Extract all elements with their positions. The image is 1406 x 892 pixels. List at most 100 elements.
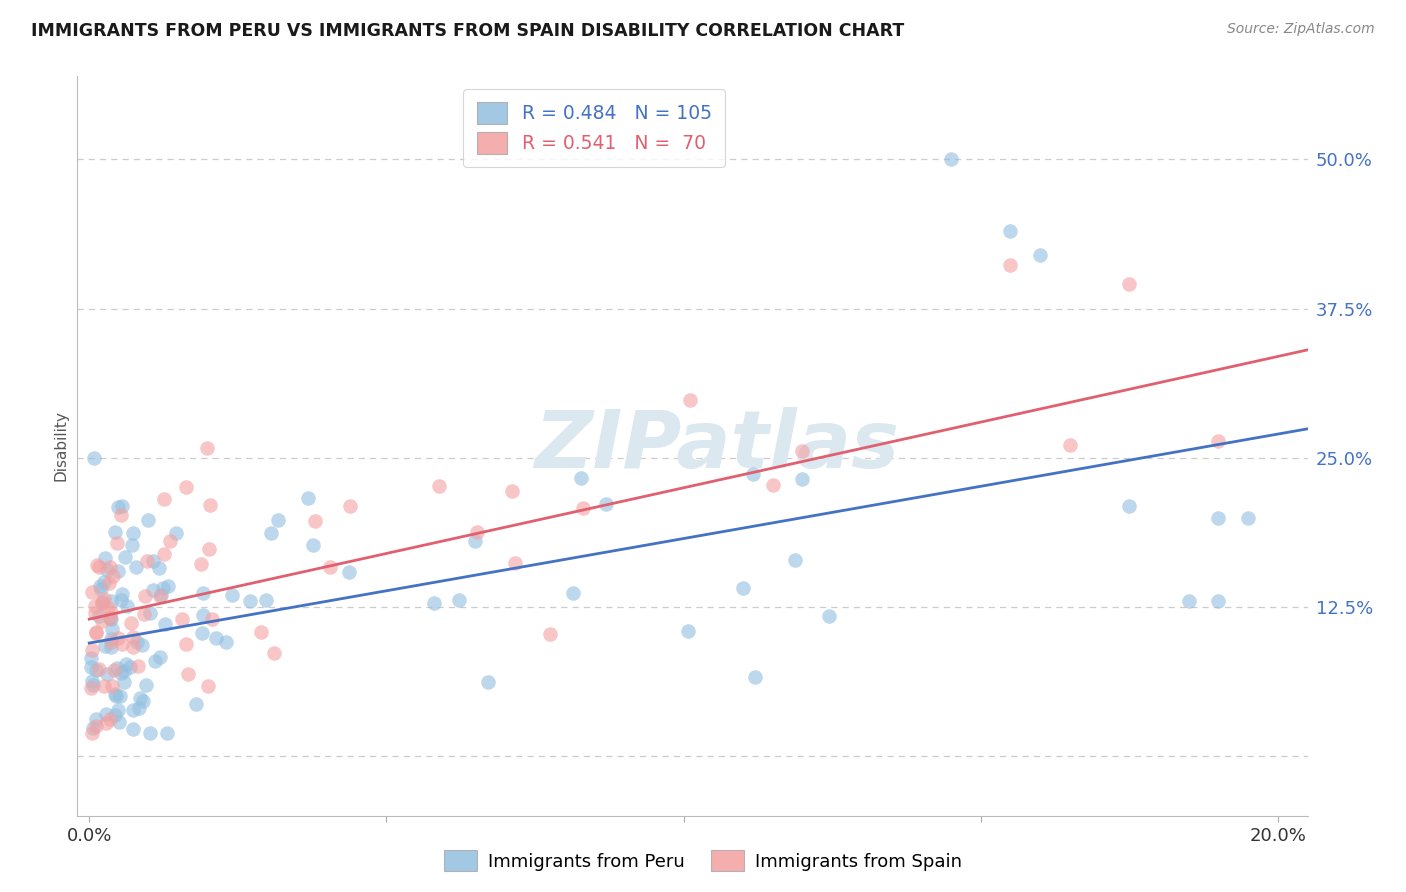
Point xyxy=(93,680,115,694)
Point xyxy=(464,533,486,548)
Point xyxy=(134,607,156,621)
Point xyxy=(1237,510,1260,524)
Point xyxy=(744,670,766,684)
Point xyxy=(304,514,326,528)
Point xyxy=(136,513,159,527)
Point xyxy=(101,679,124,693)
Point xyxy=(595,498,617,512)
Point xyxy=(501,484,523,499)
Point xyxy=(110,666,132,681)
Point xyxy=(90,596,112,610)
Text: ZIPatlas: ZIPatlas xyxy=(534,407,900,485)
Point xyxy=(302,538,325,552)
Point xyxy=(101,622,124,636)
Point xyxy=(142,582,165,597)
Point xyxy=(121,702,143,716)
Point xyxy=(1208,594,1230,608)
Y-axis label: Disability: Disability xyxy=(53,410,69,482)
Point xyxy=(138,725,160,739)
Point xyxy=(107,702,129,716)
Point xyxy=(143,654,166,668)
Point xyxy=(104,687,127,701)
Point xyxy=(1177,594,1199,608)
Point xyxy=(1118,277,1140,291)
Point xyxy=(115,657,138,672)
Point xyxy=(98,611,121,625)
Point xyxy=(423,596,446,610)
Point xyxy=(87,608,110,623)
Point xyxy=(82,642,104,657)
Point xyxy=(110,508,132,523)
Point xyxy=(572,500,595,515)
Point xyxy=(256,593,278,607)
Point xyxy=(193,608,215,623)
Point xyxy=(149,590,172,604)
Point xyxy=(89,578,111,592)
Point xyxy=(676,624,699,638)
Point xyxy=(80,660,103,674)
Point xyxy=(107,564,129,578)
Point xyxy=(94,706,117,721)
Point xyxy=(193,585,215,599)
Point xyxy=(215,635,238,649)
Point xyxy=(93,592,115,607)
Point xyxy=(82,721,104,735)
Point xyxy=(80,681,103,695)
Point xyxy=(571,471,593,485)
Point xyxy=(94,715,117,730)
Point xyxy=(818,608,841,623)
Point xyxy=(136,554,159,568)
Point xyxy=(157,579,180,593)
Point xyxy=(263,646,285,660)
Point xyxy=(107,500,129,514)
Point xyxy=(197,679,219,693)
Point xyxy=(790,472,813,486)
Legend: R = 0.484   N = 105, R = 0.541   N =  70: R = 0.484 N = 105, R = 0.541 N = 70 xyxy=(464,89,724,167)
Point xyxy=(111,637,134,651)
Point xyxy=(733,581,755,595)
Point xyxy=(84,719,107,733)
Point xyxy=(86,558,108,573)
Point xyxy=(477,675,499,690)
Point xyxy=(96,563,118,577)
Point xyxy=(90,582,112,597)
Point xyxy=(104,708,127,723)
Point xyxy=(134,589,156,603)
Point xyxy=(94,551,117,566)
Point xyxy=(87,560,110,574)
Point xyxy=(125,559,148,574)
Point xyxy=(103,663,125,677)
Point xyxy=(122,526,145,541)
Legend: Immigrants from Peru, Immigrants from Spain: Immigrants from Peru, Immigrants from Sp… xyxy=(437,843,969,879)
Point xyxy=(562,586,585,600)
Point xyxy=(121,630,143,644)
Point xyxy=(156,725,179,739)
Point xyxy=(122,640,145,654)
Point xyxy=(165,526,187,541)
Point xyxy=(100,632,122,647)
Point xyxy=(125,635,148,649)
Point xyxy=(170,612,193,626)
Point xyxy=(150,588,173,602)
Point xyxy=(100,640,122,655)
Point xyxy=(939,153,962,167)
Point xyxy=(105,661,128,675)
Point xyxy=(153,547,176,561)
Point xyxy=(129,691,152,706)
Point xyxy=(84,625,107,640)
Point xyxy=(96,667,118,681)
Point xyxy=(174,480,197,494)
Point xyxy=(120,616,142,631)
Point xyxy=(198,541,221,556)
Point xyxy=(100,594,122,608)
Point xyxy=(114,675,136,690)
Point xyxy=(100,612,122,626)
Point xyxy=(148,561,170,575)
Point xyxy=(538,626,561,640)
Point xyxy=(93,639,115,653)
Point xyxy=(177,667,200,681)
Point xyxy=(118,660,141,674)
Point xyxy=(152,581,174,595)
Point xyxy=(1029,248,1052,262)
Point xyxy=(318,559,340,574)
